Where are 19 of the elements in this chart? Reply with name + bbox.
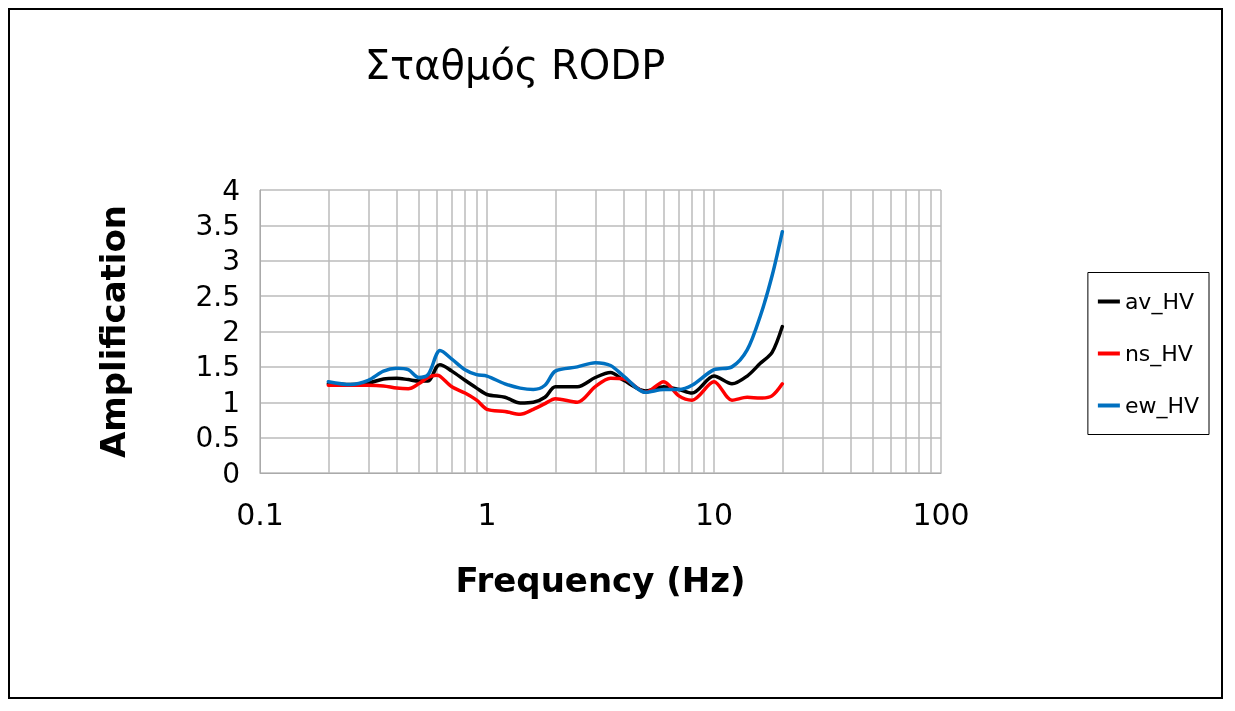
y-tick-label: 4 bbox=[222, 173, 240, 207]
y-tick-label: 0.5 bbox=[195, 421, 240, 455]
legend-label: ns_HV bbox=[1124, 341, 1193, 367]
y-tick-label: 3.5 bbox=[195, 208, 240, 242]
y-tick-label: 1 bbox=[222, 385, 240, 419]
x-tick-label: 0.1 bbox=[236, 496, 284, 532]
y-tick-label: 1.5 bbox=[195, 350, 240, 384]
x-tick-label: 1 bbox=[477, 496, 497, 532]
y-tick-label: 3 bbox=[222, 244, 240, 278]
x-tick-label: 10 bbox=[694, 496, 734, 532]
x-tick-label: 100 bbox=[912, 496, 970, 532]
chart-title: Σταθμός RODP bbox=[364, 42, 666, 88]
y-tick-label: 2 bbox=[222, 315, 240, 348]
y-axis-title: Amplification bbox=[93, 204, 133, 459]
legend-label: av_HV bbox=[1124, 289, 1194, 315]
legend-label: ew_HV bbox=[1124, 393, 1199, 419]
y-tick-label: 2.5 bbox=[195, 279, 240, 313]
y-tick-label: 0 bbox=[222, 456, 240, 490]
x-axis-title: Frequency (Hz) bbox=[455, 560, 746, 600]
